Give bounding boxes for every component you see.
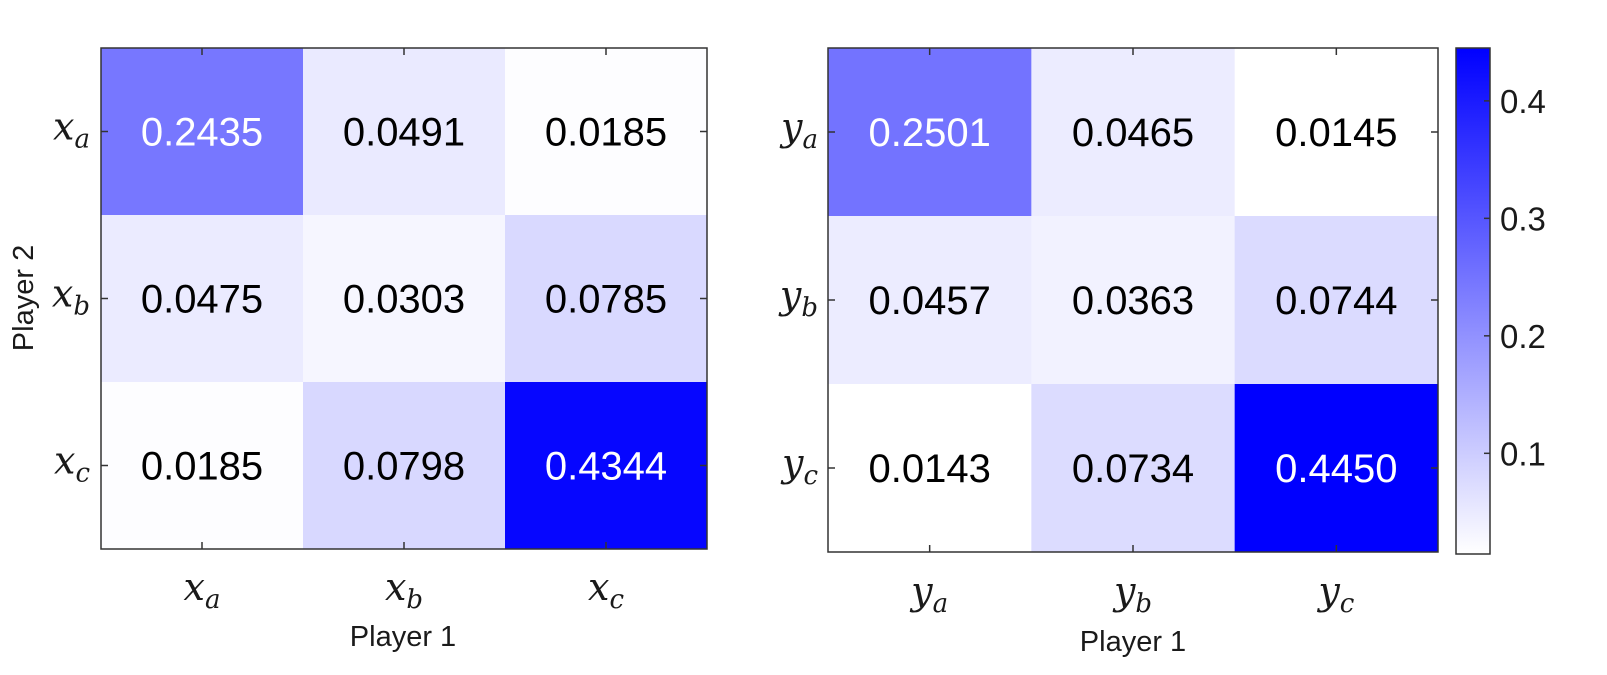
y-tick-label: xc xyxy=(54,439,90,489)
colorbar-tick-label: 0.4 xyxy=(1500,83,1546,120)
cell-value-label: 0.0734 xyxy=(1072,447,1194,491)
heatmap-cell xyxy=(1031,48,1236,217)
y-tick-label: yb xyxy=(778,273,818,323)
heatmap-cell xyxy=(101,48,304,216)
heatmap-cell xyxy=(828,216,1032,385)
heatmap-cells: 0.2501 0.0465 0.0145 0.0457 0.0363 0.0744 0.01… xyxy=(828,48,1439,553)
cell-value-label: 0.0457 xyxy=(868,279,990,323)
y-tick-label: yc xyxy=(780,441,818,491)
cell-value-label: 0.0145 xyxy=(1275,111,1397,155)
colorbar-tick-label: 0.3 xyxy=(1500,200,1546,237)
heatmap-cell xyxy=(303,48,506,216)
cell-value-label: 0.0798 xyxy=(343,445,465,489)
heatmap-cell xyxy=(1234,384,1439,553)
cell-value-label: 0.0303 xyxy=(343,278,465,322)
plot-frame xyxy=(100,47,708,550)
heatmap-cell xyxy=(828,48,1032,217)
colorbar: 0.1 0.2 0.3 0.4 xyxy=(1455,47,1546,555)
heatmap-cells: 0.2435 0.0491 0.0185 0.0475 0.0303 0.0785 0.01… xyxy=(101,48,708,550)
heatmap-cell xyxy=(1234,48,1439,217)
x-axis-label: Player 1 xyxy=(1080,626,1186,658)
y-tick-labels: xa xb xc xyxy=(52,105,91,489)
cell-value-label: 0.0185 xyxy=(545,111,667,155)
heatmap-cell xyxy=(1031,384,1236,553)
cell-value-label: 0.0465 xyxy=(1072,111,1194,155)
cell-value-label: 0.2435 xyxy=(141,111,263,155)
colorbar-gradient xyxy=(1455,47,1491,555)
x-tick-label: yb xyxy=(1112,569,1152,619)
heatmap-player1: 0.2501 0.0465 0.0145 0.0457 0.0363 0.0744 0.01… xyxy=(778,47,1439,658)
heatmap-player2: 0.2435 0.0491 0.0185 0.0475 0.0303 0.0785 0.01… xyxy=(8,47,708,653)
x-tick-label: xc xyxy=(588,565,624,615)
y-tick-label: xa xyxy=(53,105,90,155)
cell-value-label: 0.0491 xyxy=(343,111,465,155)
heatmap-cell xyxy=(505,48,708,216)
heatmap-cell xyxy=(303,215,506,383)
cell-value-label: 0.0143 xyxy=(868,447,990,491)
x-axis-label: Player 1 xyxy=(350,621,456,653)
cell-value-label: 0.0785 xyxy=(545,278,667,322)
x-tick-label: yc xyxy=(1316,569,1354,619)
colorbar-tick-label: 0.2 xyxy=(1500,318,1546,355)
tick-marks xyxy=(828,48,1438,552)
cell-value-label: 0.4344 xyxy=(545,445,667,489)
heatmap-cell xyxy=(101,215,304,383)
heatmap-cell xyxy=(101,382,304,550)
cell-value-label: 0.2501 xyxy=(868,111,990,155)
y-tick-label: ya xyxy=(779,105,818,155)
heatmap-cell xyxy=(303,382,506,550)
colorbar-ticks: 0.1 0.2 0.3 0.4 xyxy=(1484,83,1546,472)
x-tick-label: ya xyxy=(909,569,948,619)
x-tick-label: xb xyxy=(385,565,423,615)
y-tick-label: xb xyxy=(52,272,90,322)
heatmap-cell xyxy=(828,384,1032,553)
tick-marks xyxy=(101,48,707,549)
cell-value-label: 0.0475 xyxy=(141,278,263,322)
heatmap-cell xyxy=(1234,216,1439,385)
cell-value-label: 0.0744 xyxy=(1275,279,1397,323)
heatmap-cell xyxy=(505,215,708,383)
heatmap-cell xyxy=(1031,216,1236,385)
y-tick-labels: ya yb yc xyxy=(778,105,819,491)
x-tick-label: xa xyxy=(184,565,221,615)
heatmap-cell xyxy=(505,382,708,550)
x-tick-labels: xa xb xc xyxy=(184,565,625,615)
x-tick-labels: ya yb yc xyxy=(909,569,1355,619)
cell-value-label: 0.4450 xyxy=(1275,447,1397,491)
cell-value-label: 0.0363 xyxy=(1072,279,1194,323)
colorbar-tick-label: 0.1 xyxy=(1500,435,1546,472)
y-axis-label: Player 2 xyxy=(8,245,40,351)
cell-value-label: 0.0185 xyxy=(141,445,263,489)
plot-frame xyxy=(827,47,1439,553)
